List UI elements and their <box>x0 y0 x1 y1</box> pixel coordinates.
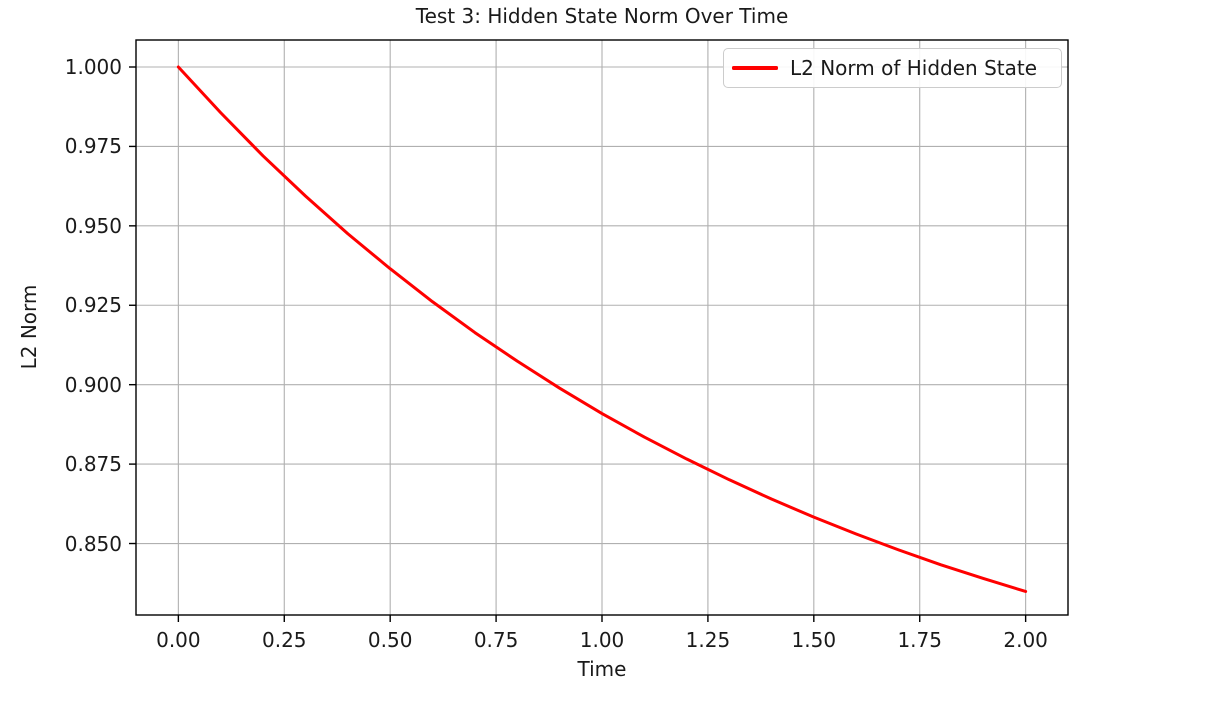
y-tick-label: 0.875 <box>64 452 122 477</box>
y-tick-label: 0.925 <box>64 293 122 318</box>
x-tick-label: 0.00 <box>156 628 201 652</box>
x-axis-label: Time <box>577 657 627 681</box>
legend-line-sample <box>732 66 778 70</box>
x-tick-label: 1.75 <box>897 628 942 652</box>
y-tick-label: 0.975 <box>64 134 122 159</box>
chart-title: Test 3: Hidden State Norm Over Time <box>415 4 789 28</box>
x-tick-label: 0.75 <box>473 628 519 652</box>
y-axis-label: L2 Norm <box>17 284 41 370</box>
legend-label: L2 Norm of Hidden State <box>790 56 1038 80</box>
x-tick-label: 1.50 <box>791 628 837 652</box>
legend: L2 Norm of Hidden State <box>723 48 1062 88</box>
series-line-l2-norm <box>176 65 1028 593</box>
y-tick-label: 0.850 <box>64 531 122 556</box>
x-tick-label: 1.25 <box>685 628 731 652</box>
y-tick-label: 0.950 <box>64 213 122 238</box>
y-tick-label: 0.900 <box>64 372 122 397</box>
x-tick-label: 0.25 <box>262 628 307 652</box>
x-tick-label: 1.00 <box>579 628 625 652</box>
y-tick-label: 1.000 <box>64 55 122 79</box>
x-tick-label: 0.50 <box>367 628 413 652</box>
x-tick-label: 2.00 <box>1003 628 1048 652</box>
